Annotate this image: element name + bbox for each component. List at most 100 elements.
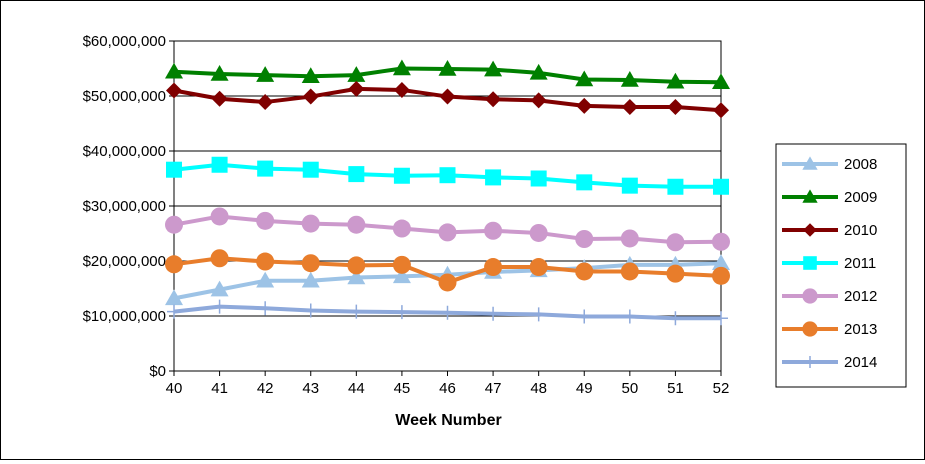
legend-marker xyxy=(802,189,818,203)
legend-item: 2012 xyxy=(782,288,877,305)
data-point xyxy=(392,59,411,76)
data-point xyxy=(301,214,320,233)
data-point xyxy=(440,305,455,320)
data-point xyxy=(167,304,181,319)
data-point xyxy=(486,306,501,321)
series-2013 xyxy=(165,249,730,292)
data-point xyxy=(165,215,183,234)
data-point xyxy=(666,72,685,89)
series-2011 xyxy=(166,156,729,195)
data-point xyxy=(529,63,548,80)
legend-label: 2013 xyxy=(844,321,877,338)
data-point xyxy=(211,90,228,107)
y-tick-label: $60,000,000 xyxy=(83,33,166,50)
data-point xyxy=(211,156,228,173)
x-tick-label: 48 xyxy=(530,380,547,397)
data-point xyxy=(439,167,456,184)
data-point xyxy=(529,223,548,242)
x-tick-label: 42 xyxy=(257,380,274,397)
data-point xyxy=(392,219,411,238)
data-point xyxy=(485,169,502,186)
legend-marker xyxy=(802,156,818,170)
data-point xyxy=(392,267,411,284)
data-point xyxy=(348,166,365,183)
data-point xyxy=(257,160,274,177)
x-tick-label: 49 xyxy=(576,380,593,397)
legend-item: 2011 xyxy=(782,255,876,272)
data-point xyxy=(484,60,503,77)
data-point xyxy=(301,254,320,273)
x-tick-label: 40 xyxy=(166,380,183,397)
data-point xyxy=(620,71,639,87)
data-point xyxy=(210,65,229,81)
y-tick-label: $10,000,000 xyxy=(83,308,166,325)
data-point xyxy=(165,62,183,79)
x-tick-label: 41 xyxy=(211,380,228,397)
data-point xyxy=(210,280,229,297)
series-lines xyxy=(165,59,730,326)
data-point xyxy=(393,81,410,98)
data-point xyxy=(666,233,685,252)
data-point xyxy=(713,102,729,119)
legend-marker xyxy=(804,356,816,368)
data-point xyxy=(438,60,457,76)
data-point xyxy=(210,249,229,268)
data-point xyxy=(347,66,366,82)
data-point xyxy=(256,66,275,82)
data-point xyxy=(713,178,729,195)
series-2010 xyxy=(166,80,729,119)
gridlines xyxy=(169,40,721,372)
data-point xyxy=(166,161,182,178)
data-point xyxy=(621,177,638,194)
y-tick-label: $40,000,000 xyxy=(83,143,166,160)
x-tick-label: 50 xyxy=(621,380,638,397)
data-point xyxy=(484,258,503,277)
data-point xyxy=(712,73,730,89)
data-point xyxy=(485,91,502,108)
data-point xyxy=(303,303,318,318)
data-point xyxy=(667,178,684,195)
legend-label: 2008 xyxy=(844,156,877,173)
data-point xyxy=(712,232,730,251)
y-tick-label: $0 xyxy=(149,363,166,380)
x-tick-label: 47 xyxy=(485,380,502,397)
data-point xyxy=(530,92,547,109)
data-point xyxy=(438,273,457,292)
y-tick-label: $50,000,000 xyxy=(83,88,166,105)
data-point xyxy=(302,88,319,105)
data-point xyxy=(712,266,730,285)
x-tick-label: 52 xyxy=(713,380,730,397)
data-point xyxy=(302,161,319,178)
data-point xyxy=(166,82,182,99)
data-point xyxy=(257,94,274,111)
data-point xyxy=(439,88,456,105)
data-point xyxy=(438,223,457,242)
x-tick-label: 43 xyxy=(302,380,319,397)
data-point xyxy=(577,309,592,324)
data-point xyxy=(666,264,685,283)
data-point xyxy=(392,255,411,274)
legend-item: 2010 xyxy=(782,222,877,239)
data-point xyxy=(575,70,594,87)
data-point xyxy=(576,97,593,114)
data-point xyxy=(301,271,320,288)
data-point xyxy=(347,268,366,285)
data-point xyxy=(349,304,364,319)
x-axis-title: Week Number xyxy=(395,412,501,429)
x-tick-label: 46 xyxy=(439,380,456,397)
legend-item: 2009 xyxy=(782,189,877,206)
legend-label: 2012 xyxy=(844,288,877,305)
data-point xyxy=(621,99,638,115)
data-point xyxy=(622,309,637,324)
data-point xyxy=(258,301,273,316)
data-point xyxy=(347,215,366,234)
data-point xyxy=(575,262,594,281)
data-point xyxy=(529,258,548,277)
data-point xyxy=(712,254,730,270)
legend-marker xyxy=(802,321,818,337)
data-point xyxy=(256,271,275,288)
y-axis-tick-labels: $0 $10,000,000 $20,000,000 $30,000,000 $40,0… xyxy=(83,33,166,380)
data-point xyxy=(165,255,183,274)
